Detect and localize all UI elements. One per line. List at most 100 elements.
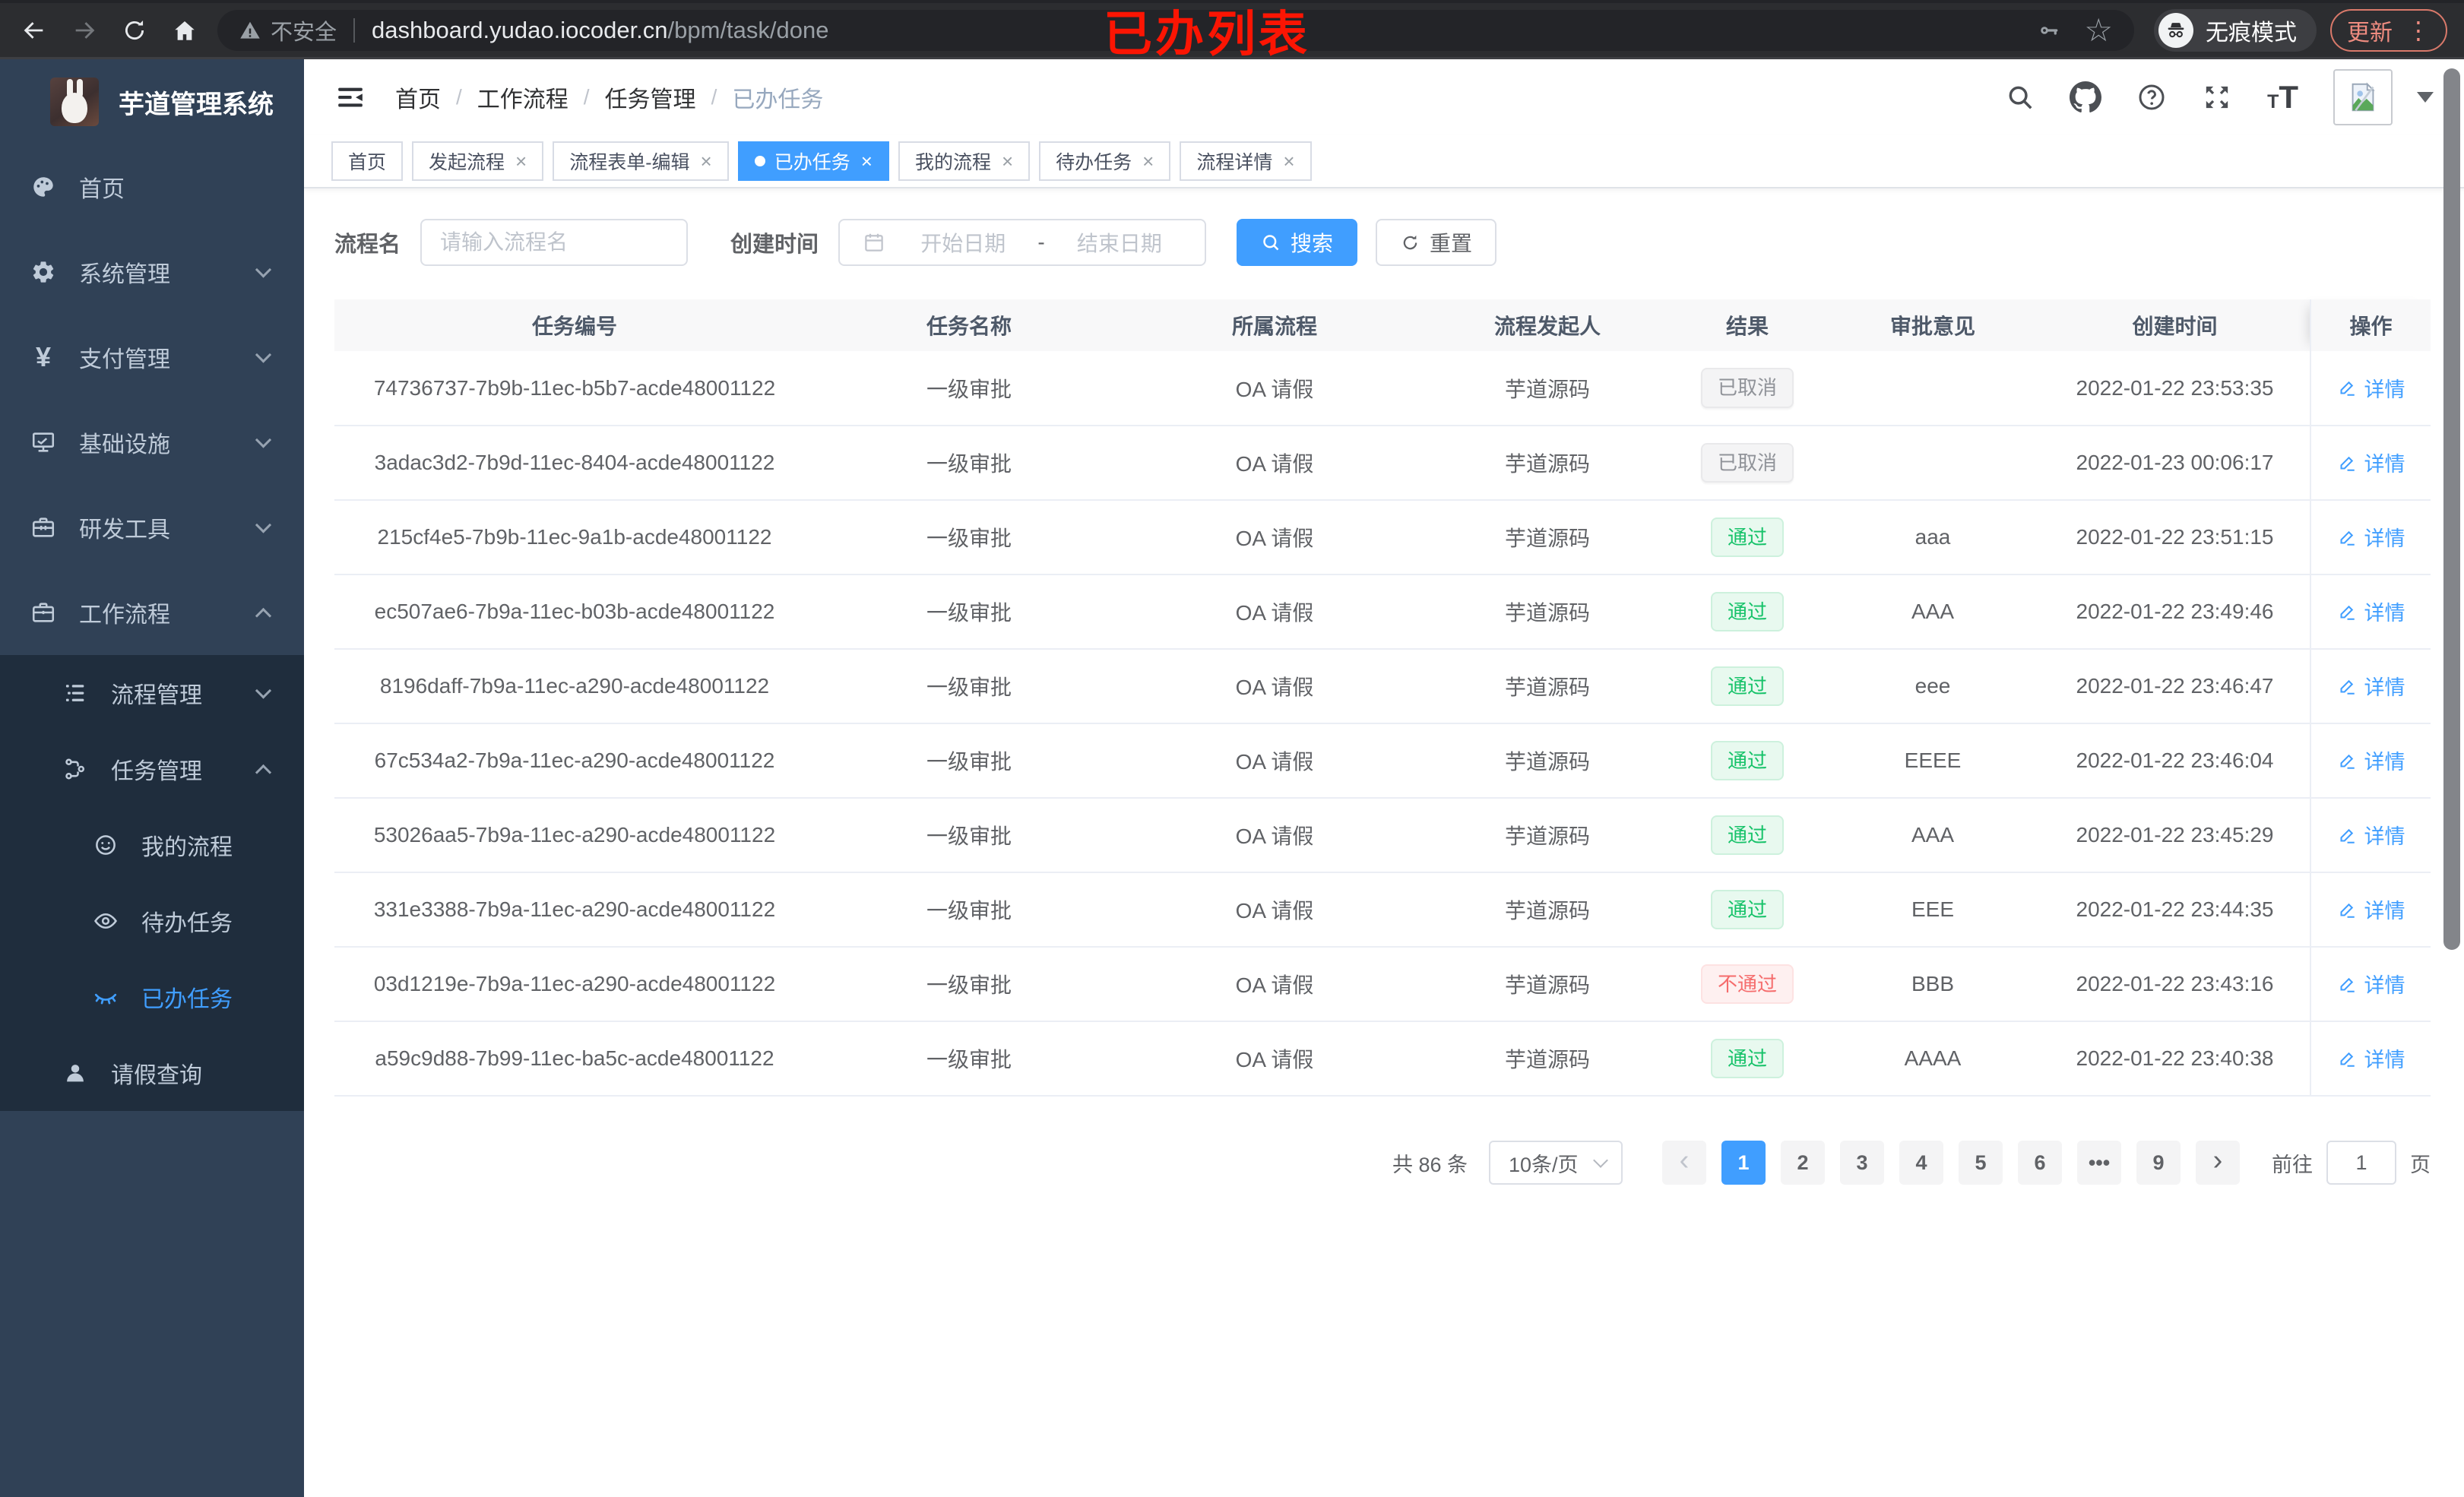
detail-link[interactable]: 详情 [2337,448,2405,477]
window-scrollbar[interactable] [2443,65,2460,1489]
cell-action: 详情 [2310,872,2431,948]
cell-process: OA 请假 [1123,872,1426,948]
page-button[interactable]: 4 [1899,1141,1943,1185]
sidebar-menu-item[interactable]: 任务管理 [0,731,304,807]
fullscreen-icon[interactable] [2202,82,2232,112]
view-tab[interactable]: 首页 × [331,141,404,181]
breadcrumb-item[interactable]: 已办任务 / [732,87,824,112]
cell-created: 2022-01-22 23:46:47 [2040,649,2310,724]
goto-page-input[interactable] [2326,1141,2396,1185]
edit-icon [2339,828,2355,843]
cell-result: 通过 [1669,1021,1826,1097]
cell-task-id: 67c534a2-7b9a-11ec-a290-acde48001122 [334,723,815,799]
browser-reload-button[interactable] [117,13,152,48]
sidebar-menu: 首页 系统管理 ¥ 支付管理 基础设施 研发工具 [0,144,304,1111]
help-icon[interactable] [2136,82,2167,112]
address-bar[interactable]: 不安全 dashboard.yudao.iocoder.cn/bpm/task/… [217,9,2134,51]
close-icon[interactable]: × [860,150,873,172]
prev-page-button[interactable]: ‹ [1662,1141,1706,1185]
start-date-placeholder[interactable]: 开始日期 [920,232,1006,255]
sidebar-logo[interactable]: 芋道管理系统 [0,59,304,144]
cell-task-name: 一级审批 [815,798,1123,873]
incognito-chip[interactable]: 无痕模式 [2154,8,2317,52]
browser-home-button[interactable] [167,13,202,48]
sidebar-menu-item[interactable]: 首页 [0,144,304,229]
cell-task-name: 一级审批 [815,872,1123,948]
table-row: a59c9d88-7b99-11ec-ba5c-acde48001122 一级审… [334,1021,2431,1097]
sidebar-menu-item[interactable]: 待办任务 [0,883,304,959]
date-range-input[interactable]: 开始日期 - 结束日期 [838,219,1207,266]
github-icon[interactable] [2070,81,2102,113]
password-key-icon[interactable] [2037,18,2061,43]
detail-link[interactable]: 详情 [2337,671,2405,701]
browser-menu-icon[interactable]: ⋮ [2406,16,2431,44]
close-icon[interactable]: × [515,150,527,172]
breadcrumb-item[interactable]: 工作流程 / [477,85,590,112]
view-tab[interactable]: 已办任务 × [737,141,889,181]
table-row: 3adac3d2-7b9d-11ec-8404-acde48001122 一级审… [334,426,2431,501]
close-icon[interactable]: × [1142,150,1154,172]
page-button[interactable]: 3 [1840,1141,1884,1185]
view-tab[interactable]: 流程表单-编辑 × [553,141,729,181]
browser-back-button[interactable] [17,13,52,48]
detail-link[interactable]: 详情 [2337,894,2405,924]
breadcrumb-item[interactable]: 任务管理 / [604,85,717,112]
sidebar-menu-item[interactable]: 请假查询 [0,1035,304,1111]
cell-task-id: ec507ae6-7b9a-11ec-b03b-acde48001122 [334,574,815,650]
cell-opinion: AAA [1826,798,2040,873]
cell-created: 2022-01-22 23:46:04 [2040,723,2310,799]
sidebar-menu-item[interactable]: ¥ 支付管理 [0,315,304,400]
detail-link[interactable]: 详情 [2337,597,2405,626]
cell-result: 已取消 [1669,426,1826,501]
scrollbar-thumb[interactable] [2443,68,2460,950]
detail-link[interactable]: 详情 [2337,820,2405,850]
search-button[interactable]: 搜索 [1237,219,1358,266]
sidebar-menu-item[interactable]: 已办任务 [0,959,304,1035]
close-icon[interactable]: × [1283,150,1295,172]
search-icon[interactable] [2006,83,2035,112]
reset-button[interactable]: 重置 [1376,219,1497,266]
process-name-input[interactable] [420,219,689,266]
page-size-select[interactable]: 10条/页 [1489,1141,1623,1185]
sidebar-menu-item[interactable]: 基础设施 [0,400,304,485]
cell-task-id: 8196daff-7b9a-11ec-a290-acde48001122 [334,649,815,724]
page-button[interactable]: 2 [1781,1141,1825,1185]
view-tab[interactable]: 流程详情 × [1180,141,1312,181]
avatar[interactable] [2333,69,2393,125]
close-icon[interactable]: × [700,150,712,172]
detail-link[interactable]: 详情 [2337,1043,2405,1073]
browser-forward-button[interactable] [67,13,102,48]
close-icon[interactable]: × [1001,150,1014,172]
sidebar-menu-item[interactable]: 我的流程 [0,807,304,883]
browser-update-button[interactable]: 更新 ⋮ [2330,8,2447,52]
detail-link[interactable]: 详情 [2337,745,2405,775]
view-tab[interactable]: 我的流程 × [898,141,1031,181]
view-tab[interactable]: 发起流程 × [412,141,544,181]
page-button[interactable]: 6 [2018,1141,2062,1185]
page-button[interactable]: 5 [1959,1141,2003,1185]
address-divider [353,17,356,43]
sidebar-collapse-icon[interactable] [334,82,366,112]
bookmark-star-icon[interactable]: ☆ [2084,11,2113,48]
avatar-caret-icon[interactable] [2417,92,2434,103]
breadcrumb-item[interactable]: 首页 / [395,85,462,112]
page-button[interactable]: 9 [2136,1141,2181,1185]
detail-link[interactable]: 详情 [2337,969,2405,999]
page-button[interactable]: ••• [2077,1141,2121,1185]
detail-link[interactable]: 详情 [2337,522,2405,552]
back-icon [24,21,43,39]
cell-process: OA 请假 [1123,426,1426,501]
sidebar-menu-item[interactable]: 系统管理 [0,229,304,315]
page-button[interactable]: 1 [1721,1141,1766,1185]
sidebar-menu-item[interactable]: 流程管理 [0,655,304,731]
sidebar-menu-item[interactable]: 工作流程 [0,570,304,655]
next-page-button[interactable]: › [2196,1141,2240,1185]
end-date-placeholder[interactable]: 结束日期 [1076,232,1162,255]
sidebar-menu-item[interactable]: 研发工具 [0,485,304,570]
user-icon [62,1060,88,1086]
view-tab[interactable]: 待办任务 × [1039,141,1171,181]
detail-link[interactable]: 详情 [2337,373,2405,403]
breadcrumb-separator: / [711,85,717,109]
